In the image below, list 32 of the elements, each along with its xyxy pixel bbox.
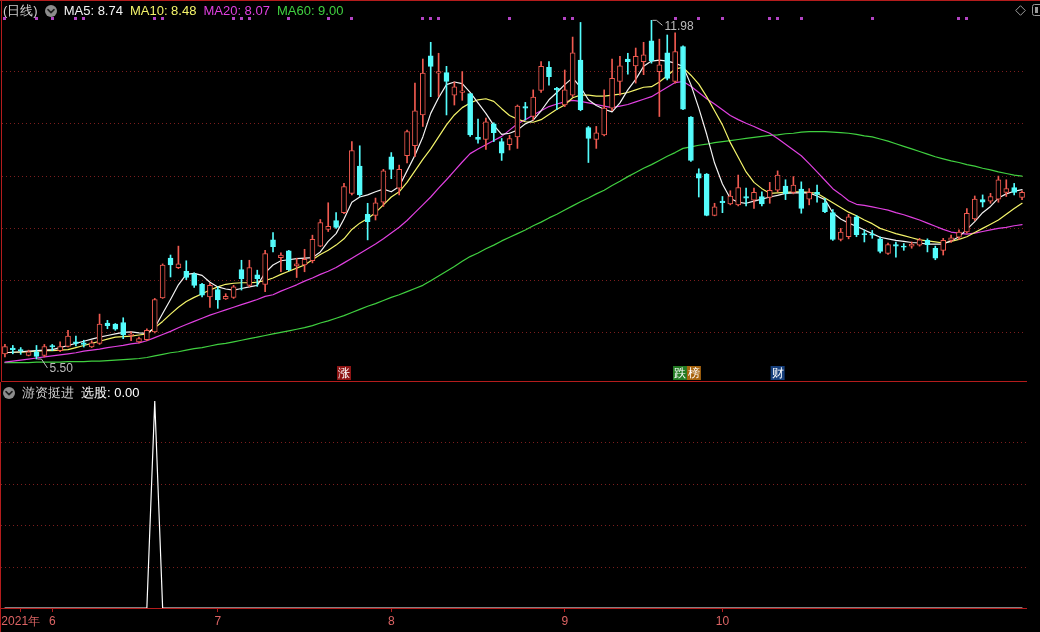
text: MA20: 8.07 xyxy=(203,3,270,18)
annotation: 11.98 xyxy=(664,18,694,33)
annotation: 榜 xyxy=(687,365,700,380)
x-tick-label: 2021年 xyxy=(1,613,41,628)
x-tick-label: 8 xyxy=(387,613,395,628)
text: MA10: 8.48 xyxy=(129,3,197,18)
text: MA60: 9.00 xyxy=(276,3,344,18)
annotation: 财 xyxy=(771,365,784,380)
x-tick-label: 10 xyxy=(715,613,730,628)
series-label: 选股: 0.00 xyxy=(81,385,140,400)
candlestick xyxy=(254,269,261,287)
annotation: 跌 xyxy=(674,365,687,380)
candlestick xyxy=(900,243,907,251)
candlestick xyxy=(1003,179,1010,197)
x-tick-label: 9 xyxy=(561,613,569,628)
candlestick xyxy=(814,184,820,203)
chart-title: (日线) xyxy=(3,3,38,18)
candlestick xyxy=(325,202,332,232)
candlestick xyxy=(743,187,749,207)
text: MA5: 8.74 xyxy=(63,3,123,18)
candlestick xyxy=(869,230,876,239)
candlestick xyxy=(522,102,529,121)
chart-title: 游资挺进 xyxy=(22,385,74,400)
candlestick xyxy=(459,71,466,101)
annotation: 5.50 xyxy=(49,361,74,376)
x-tick-label: 6 xyxy=(48,613,56,628)
x-tick-label: 7 xyxy=(214,613,222,628)
candlestick xyxy=(695,168,702,198)
annotation: 涨 xyxy=(337,365,350,380)
candlestick xyxy=(893,241,899,258)
candlestick xyxy=(427,41,434,97)
candlestick xyxy=(475,118,481,144)
